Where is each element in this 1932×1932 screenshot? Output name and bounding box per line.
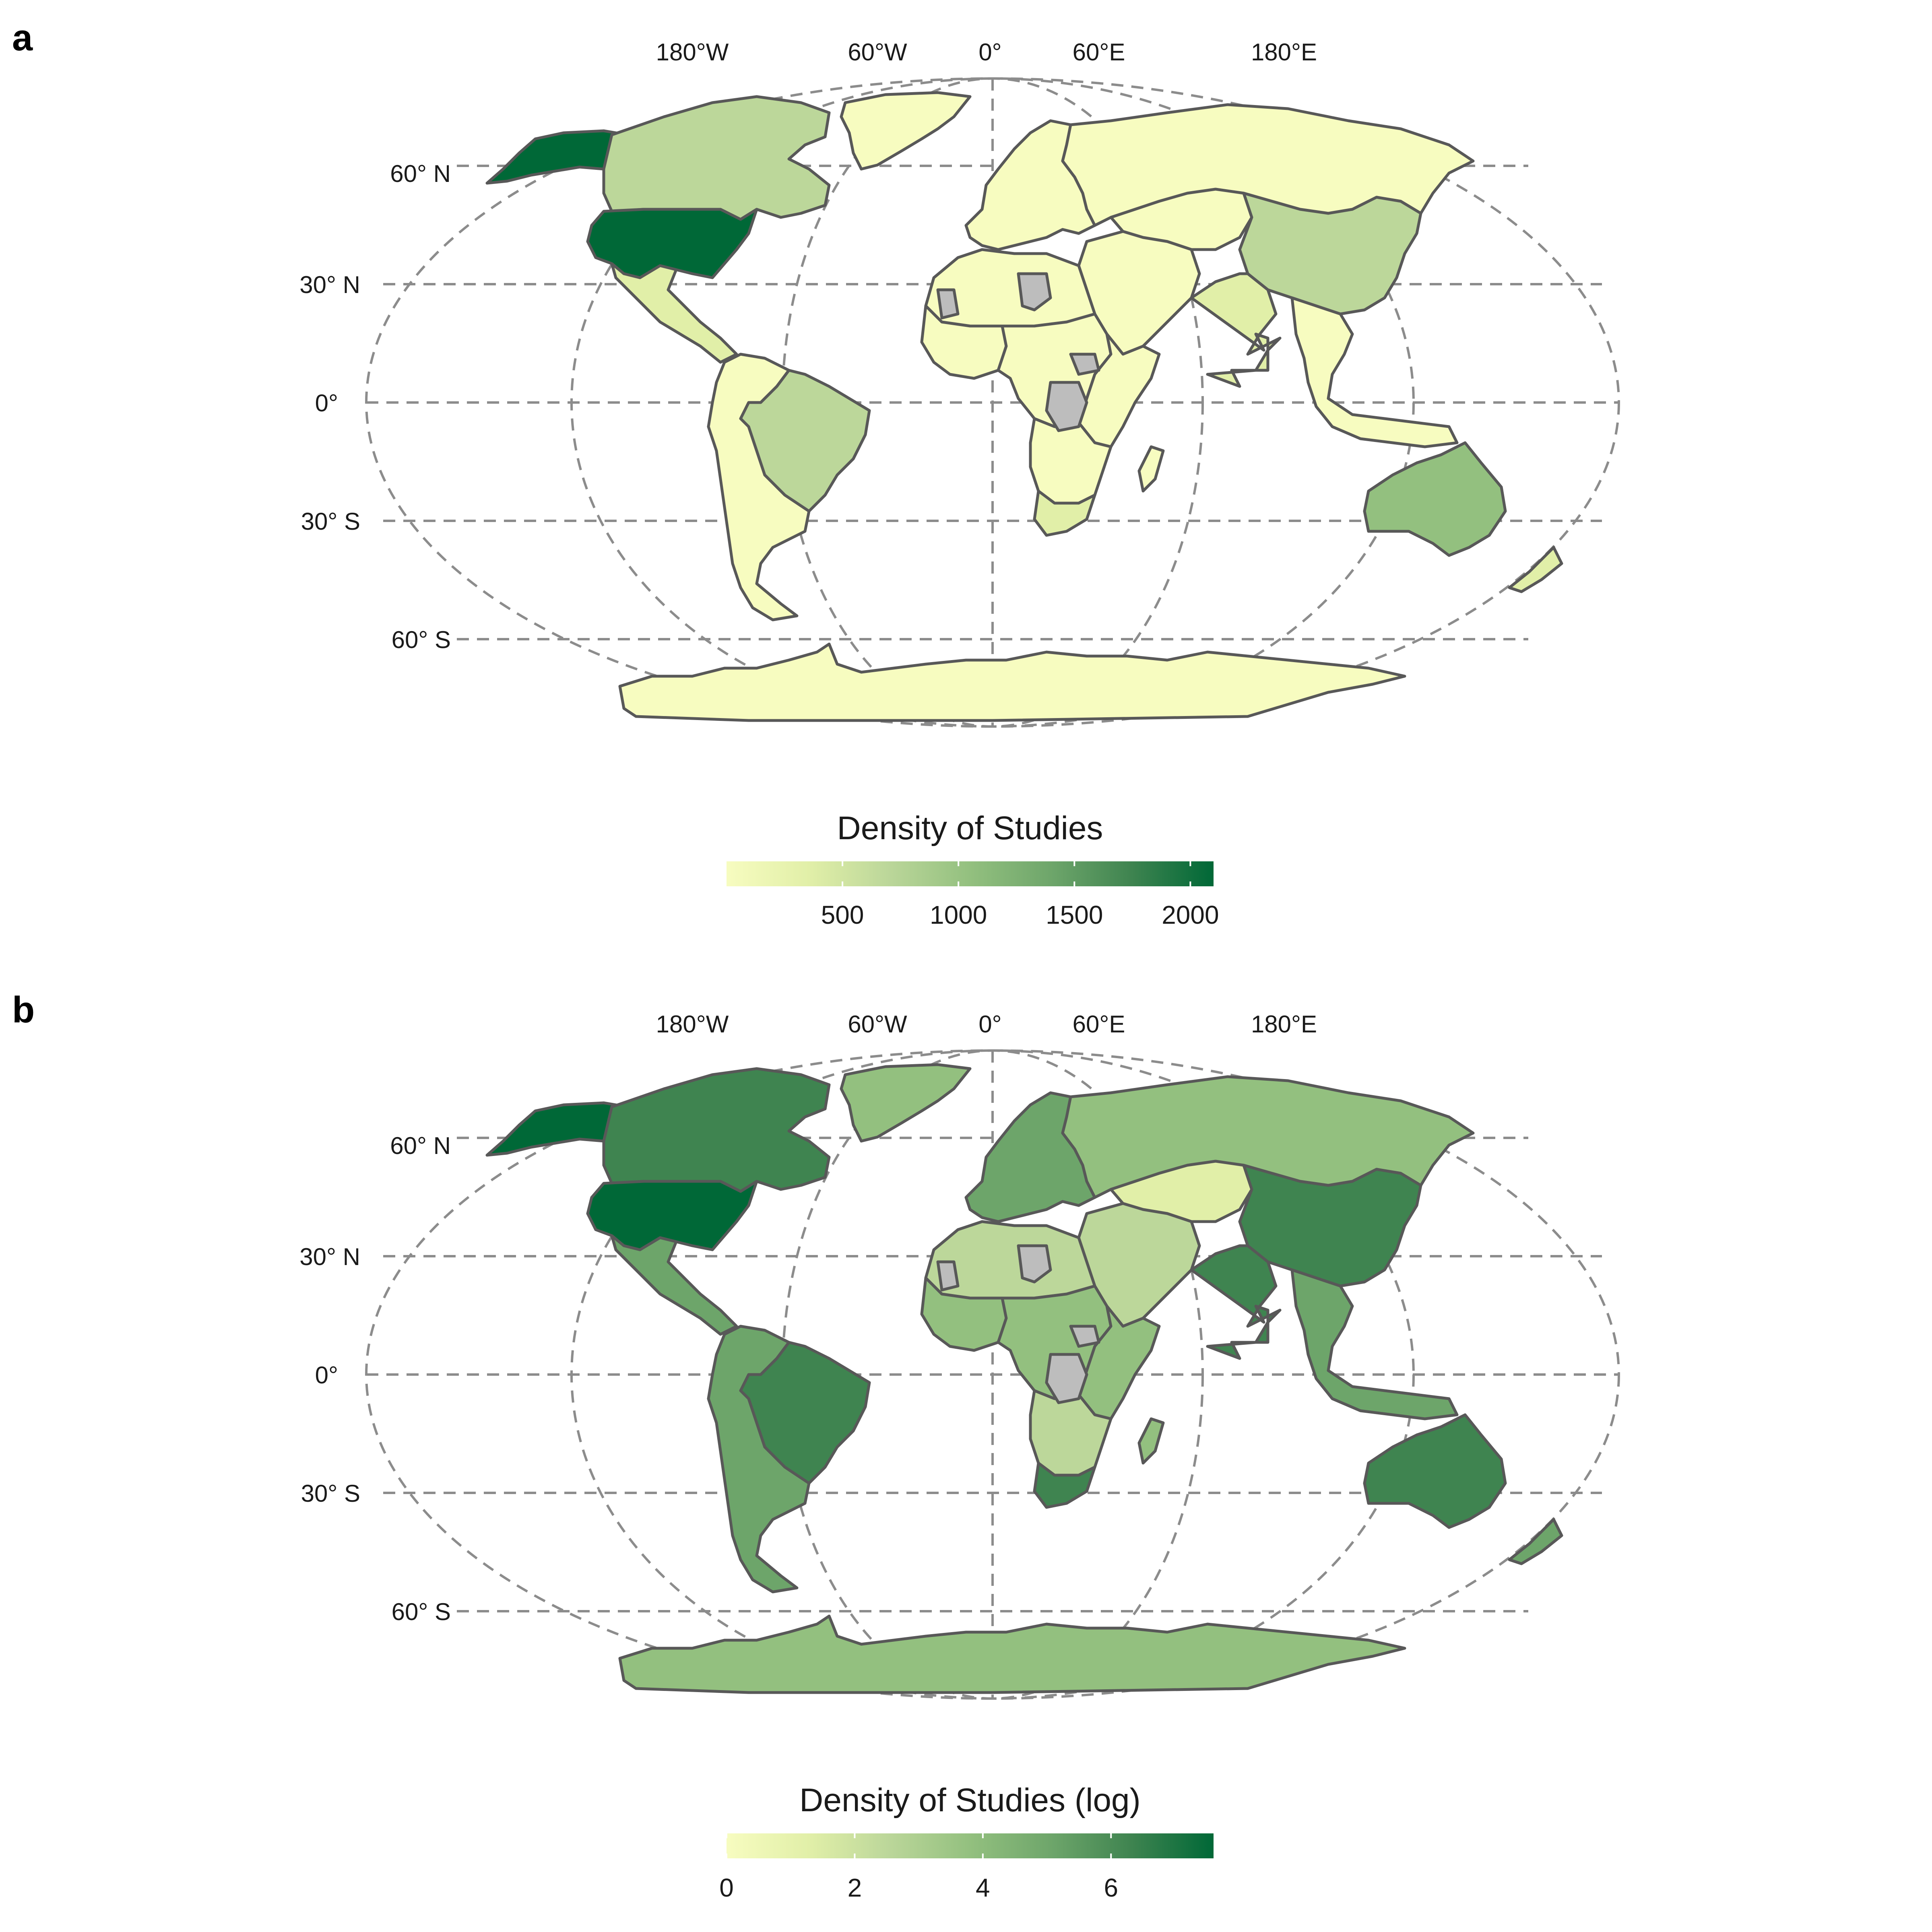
legend-tick-label: 6: [1104, 1873, 1118, 1902]
region-southeast-asia: [1290, 296, 1459, 448]
panel-a: a: [12, 17, 1620, 929]
region-new-zealand: [1508, 1518, 1563, 1565]
lon-label: 0°: [978, 39, 1001, 66]
region-india: [1190, 272, 1282, 388]
lat-label: 60° N: [390, 1132, 451, 1159]
region-canada: [602, 1067, 831, 1193]
region-alaska: [485, 1101, 630, 1157]
land-a: [485, 91, 1563, 722]
lat-labels-a: 60° N 30° N 0° 30° S 60° S: [299, 160, 451, 653]
legend-tick-label: 500: [821, 900, 864, 929]
legend-tick-label: 0: [719, 1873, 734, 1902]
region-no-data-sudan: [1069, 1325, 1100, 1348]
region-australia: [1363, 441, 1507, 557]
legend-tick-label: 1500: [1046, 900, 1103, 929]
panel-b: b: [12, 989, 1620, 1902]
region-brazil: [739, 369, 871, 513]
legend-colorbar: [727, 861, 1214, 886]
region-madagascar: [1137, 445, 1165, 493]
lon-label: 180°E: [1251, 39, 1317, 66]
region-east-africa: [1077, 332, 1161, 448]
lon-label: 180°E: [1251, 1011, 1317, 1038]
lon-label: 60°W: [848, 39, 907, 66]
legend-tick-label: 4: [976, 1873, 990, 1902]
region-australia: [1363, 1413, 1507, 1529]
panel-letter-a: a: [12, 17, 33, 58]
lat-labels-b: 60° N 30° N 0° 30° S 60° S: [299, 1132, 451, 1625]
region-antarctica: [618, 642, 1406, 722]
legend-tick-label: 2000: [1162, 900, 1219, 929]
lon-label: 180°W: [656, 1011, 729, 1038]
region-no-data-sudan: [1069, 353, 1100, 376]
region-india: [1190, 1244, 1282, 1360]
region-greenland: [840, 1063, 972, 1143]
region-no-data-drc: [1045, 1353, 1088, 1404]
lat-label: 30° N: [299, 271, 360, 298]
region-new-zealand: [1508, 546, 1563, 593]
lat-label: 0°: [315, 1362, 338, 1389]
region-mexico: [610, 262, 738, 364]
lon-label: 60°W: [848, 1011, 907, 1038]
region-brazil: [739, 1341, 871, 1485]
lon-label: 0°: [978, 1011, 1001, 1038]
map-a: 180°W 60°W 0° 60°E 180°E 60° N 30° N 0° …: [299, 39, 1620, 728]
legend-colorbar: [727, 1833, 1214, 1858]
region-alaska: [485, 129, 630, 185]
lat-label: 30° S: [301, 508, 360, 535]
region-east-africa: [1077, 1305, 1161, 1420]
legend-b: Density of Studies (log) 0 2 4 6: [719, 1782, 1214, 1902]
legend-tick-label: 1000: [930, 900, 987, 929]
lat-label: 60° S: [392, 1598, 451, 1625]
region-usa: [586, 208, 758, 279]
region-south-africa: [1033, 489, 1096, 537]
region-no-data-sahara: [936, 288, 960, 320]
legend-a: Density of Studies 500 1000 1500 2000: [727, 810, 1219, 929]
lon-label: 60°E: [1073, 39, 1125, 66]
lat-label: 0°: [315, 390, 338, 417]
lat-label: 30° N: [299, 1243, 360, 1270]
panel-letter-b: b: [12, 989, 35, 1030]
region-madagascar: [1137, 1417, 1165, 1465]
region-antarctica: [618, 1614, 1406, 1694]
lon-labels-b: 180°W 60°W 0° 60°E 180°E: [656, 1011, 1317, 1038]
lon-label: 180°W: [656, 39, 729, 66]
region-no-data-libya: [1017, 272, 1052, 312]
legend-title: Density of Studies (log): [799, 1782, 1141, 1818]
region-southeast-asia: [1290, 1268, 1459, 1420]
region-no-data-libya: [1017, 1244, 1052, 1284]
region-south-africa: [1033, 1461, 1096, 1509]
lat-label: 30° S: [301, 1480, 360, 1507]
lat-label: 60° S: [392, 626, 451, 653]
lat-label: 60° N: [390, 160, 451, 187]
region-no-data-drc: [1045, 381, 1088, 432]
legend-title: Density of Studies: [837, 810, 1103, 846]
region-usa: [586, 1180, 758, 1251]
lon-label: 60°E: [1073, 1011, 1125, 1038]
region-greenland: [840, 91, 972, 171]
map-b: 180°W 60°W 0° 60°E 180°E 60° N 30° N 0° …: [299, 1011, 1620, 1700]
region-mexico: [610, 1234, 738, 1336]
region-canada: [602, 95, 831, 221]
lon-labels-a: 180°W 60°W 0° 60°E 180°E: [656, 39, 1317, 66]
legend-tick-label: 2: [848, 1873, 862, 1902]
land-b: [485, 1063, 1563, 1694]
region-no-data-sahara: [936, 1260, 960, 1292]
